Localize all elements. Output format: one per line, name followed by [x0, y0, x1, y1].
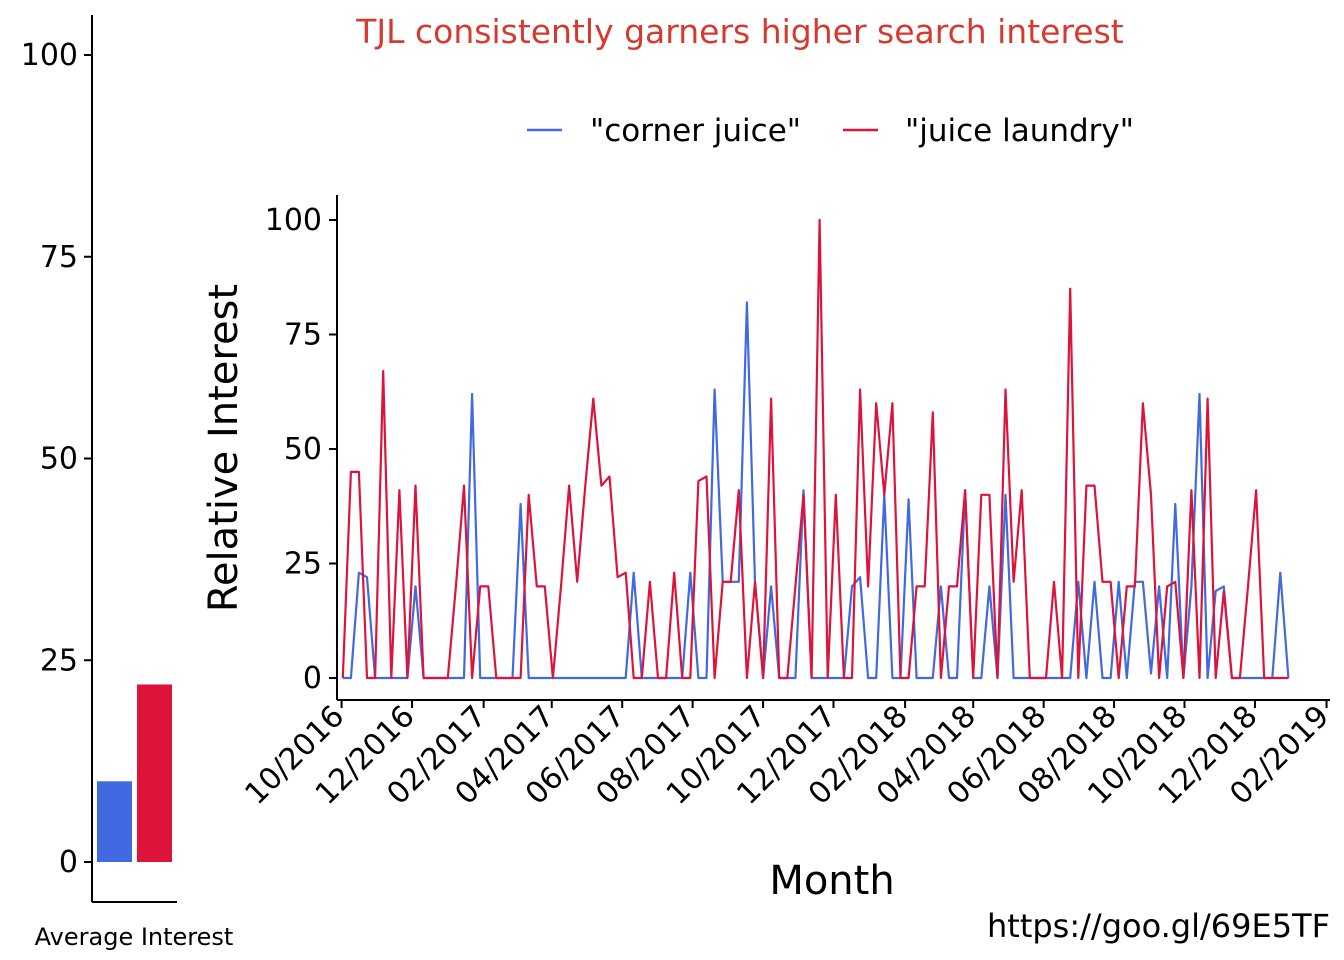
- average-interest-panel: 0 25 50 75 100 Average Interest: [21, 15, 234, 951]
- y-tick-label: 50: [284, 432, 322, 467]
- bar-y-tick-label: 50: [40, 442, 78, 477]
- bar-y-tick-label: 75: [40, 240, 78, 275]
- y-axis-title: Relative Interest: [201, 284, 247, 612]
- x-axis-title: Month: [769, 858, 894, 904]
- source-link[interactable]: https://goo.gl/69E5TF: [987, 907, 1330, 945]
- chart-title: TJL consistently garners higher search i…: [355, 12, 1124, 51]
- bar-y-tick-label: 25: [40, 643, 78, 678]
- bar-corner-juice: [97, 781, 132, 862]
- legend-label-corner-juice: "corner juice": [590, 113, 801, 149]
- y-tick-label: 75: [284, 318, 322, 353]
- legend-label-juice-laundry: "juice laundry": [905, 113, 1134, 149]
- series-line-juice-laundry: [341, 218, 1289, 680]
- bar-y-tick-label: 100: [21, 38, 78, 73]
- y-tick-label: 0: [303, 661, 322, 696]
- bar-juice-laundry: [137, 684, 172, 862]
- y-tick-label: 25: [284, 547, 322, 582]
- legend: "corner juice" "juice laundry": [527, 113, 1134, 149]
- bar-x-label: Average Interest: [35, 923, 234, 951]
- bar-y-tick-label: 0: [59, 845, 78, 880]
- y-tick-label: 100: [265, 203, 322, 238]
